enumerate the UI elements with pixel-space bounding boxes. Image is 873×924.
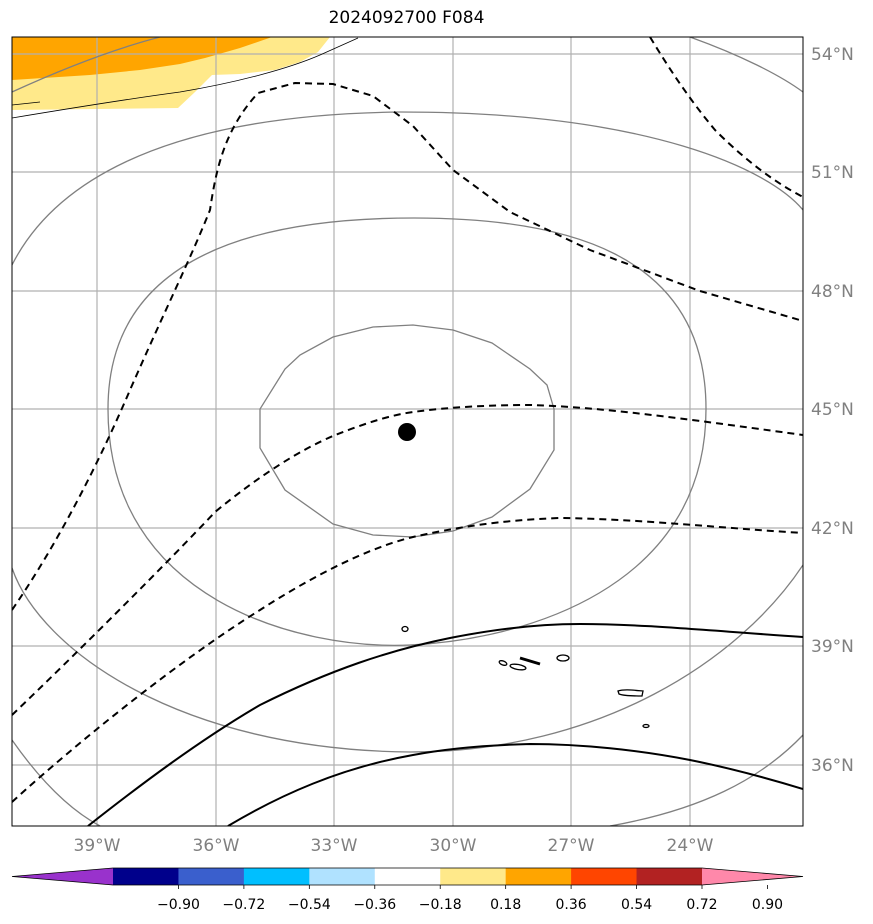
colorbar-tick-label: 0.72 xyxy=(686,897,717,913)
colorbar-segment xyxy=(636,868,703,885)
pressure-contour xyxy=(12,564,803,753)
colorbar-outline xyxy=(11,867,804,886)
gridlines xyxy=(12,37,803,826)
lon-label: 24°W xyxy=(667,836,714,856)
pressure-contour xyxy=(12,37,161,93)
dashed-contours xyxy=(12,37,803,803)
colorbar-segment xyxy=(440,868,507,885)
lon-label: 33°W xyxy=(311,836,358,856)
lat-label: 51°N xyxy=(811,163,854,183)
lon-label: 39°W xyxy=(74,836,121,856)
colorbar-extend-low xyxy=(12,868,113,885)
lon-label: 27°W xyxy=(548,836,595,856)
colorbar-segment xyxy=(571,868,638,885)
pressure-contour xyxy=(12,111,803,266)
solid-contours xyxy=(87,622,803,826)
lat-label: 45°N xyxy=(811,400,854,420)
pressure-contour xyxy=(259,324,555,538)
colorbar-tick-label: 0.54 xyxy=(621,897,652,913)
colorbar-tick-label: 0.90 xyxy=(752,897,783,913)
islands xyxy=(401,625,650,729)
colorbar-segment xyxy=(243,868,310,885)
coastline-lines xyxy=(12,37,359,119)
lat-label: 48°N xyxy=(811,282,854,302)
pressure-contour xyxy=(12,739,101,826)
colorbar-tick-label: −0.18 xyxy=(419,897,462,913)
lat-label: 54°N xyxy=(811,45,854,65)
pressure-contour xyxy=(689,37,803,93)
colorbar-tick-label: 0.18 xyxy=(490,897,521,913)
colorbar-segment xyxy=(178,868,245,885)
dashed-contour xyxy=(649,37,803,198)
dashed-contour xyxy=(12,81,803,611)
lat-label: 36°N xyxy=(811,756,854,776)
colorbar-tick-label: −0.54 xyxy=(288,897,331,913)
solid-contour xyxy=(87,622,803,826)
colorbar-tick-label: 0.36 xyxy=(556,897,587,913)
lat-label: 39°N xyxy=(811,637,854,657)
colorbar-segment xyxy=(113,868,179,885)
storm-center-marker xyxy=(398,423,416,441)
colorbar-segment xyxy=(505,868,572,885)
pressure-contours xyxy=(12,37,803,826)
solid-contour xyxy=(227,742,803,826)
lat-label: 42°N xyxy=(811,519,854,539)
colorbar-segment xyxy=(309,868,376,885)
lon-label: 30°W xyxy=(430,836,477,856)
map-title: 2024092700 F084 xyxy=(328,8,485,28)
colorbar-segment xyxy=(374,868,441,885)
dashed-contour xyxy=(12,403,803,716)
colorbar-tick-label: −0.72 xyxy=(222,897,265,913)
anomaly-fill-orange xyxy=(12,37,272,80)
lon-labels: 39°W 36°W 33°W 30°W 27°W 24°W xyxy=(74,836,714,856)
colorbar-tick-label: −0.36 xyxy=(353,897,396,913)
map-frame xyxy=(11,36,804,827)
colorbar-tick-label: −0.90 xyxy=(157,897,200,913)
lat-labels: 54°N 51°N 48°N 45°N 42°N 39°N 36°N xyxy=(811,45,854,776)
pressure-contour xyxy=(609,734,803,826)
map-area xyxy=(12,37,803,826)
lon-label: 36°W xyxy=(193,836,240,856)
dashed-contour xyxy=(12,516,803,803)
colorbar-extend-high xyxy=(702,868,803,885)
colorbar: −0.90 −0.72 −0.54 −0.36 −0.18 0.18 0.36 0.54 0.7… xyxy=(11,867,804,913)
pressure-contour xyxy=(107,217,707,646)
